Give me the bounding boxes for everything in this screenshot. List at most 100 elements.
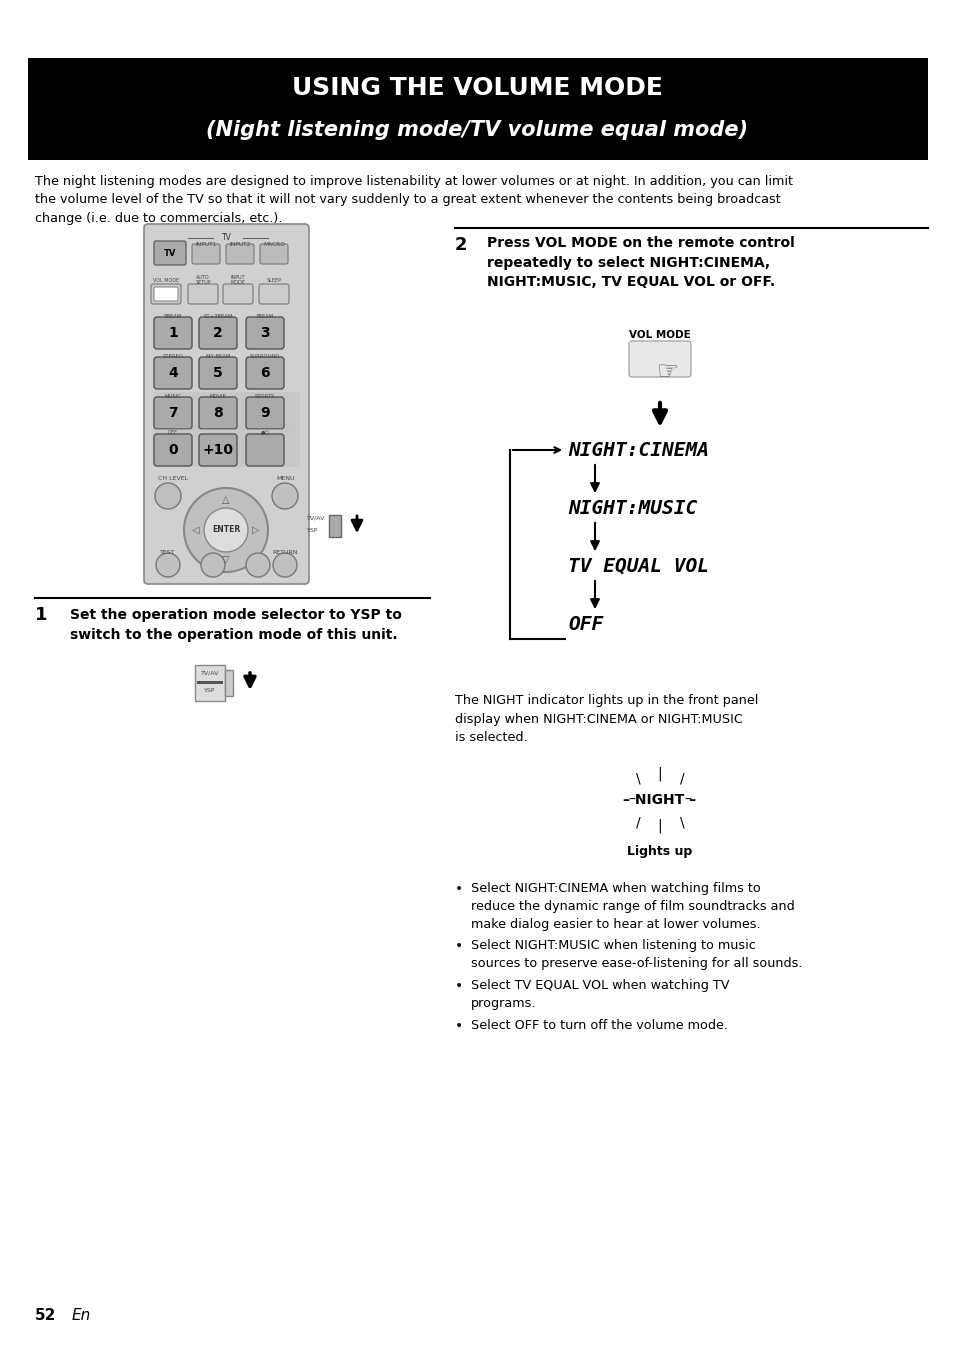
Text: USING THE VOLUME MODE: USING THE VOLUME MODE [292,75,661,100]
Text: Select NIGHT:MUSIC when listening to music
sources to preserve ease-of-listening: Select NIGHT:MUSIC when listening to mus… [471,940,801,971]
Text: 8: 8 [213,406,223,421]
Bar [152,429,299,466]
Text: –: – [628,793,635,807]
Bar [196,681,223,683]
Text: ☞: ☞ [656,360,679,384]
FancyBboxPatch shape [226,244,253,264]
FancyBboxPatch shape [151,284,181,305]
Text: TV: TV [221,233,232,243]
FancyBboxPatch shape [199,434,236,466]
Text: The NIGHT indicator lights up in the front panel
display when NIGHT:CINEMA or NI: The NIGHT indicator lights up in the fro… [455,694,758,744]
Text: TEST: TEST [160,550,175,554]
Text: TV EQUAL VOL: TV EQUAL VOL [567,557,708,576]
FancyBboxPatch shape [199,317,236,349]
Text: 6: 6 [260,367,270,380]
Text: 2: 2 [213,326,223,340]
Bar [194,665,225,701]
Text: |: | [657,767,661,782]
Text: 2: 2 [455,236,467,253]
Text: TV/AV: TV/AV [200,670,219,675]
Text: CH LEVEL: CH LEVEL [158,476,188,480]
Text: (Night listening mode/TV volume equal mode): (Night listening mode/TV volume equal mo… [206,120,747,140]
Bar [152,392,299,430]
Bar [28,58,927,160]
Text: SPORTS: SPORTS [254,394,274,399]
FancyBboxPatch shape [153,241,186,266]
Circle shape [156,553,180,577]
FancyBboxPatch shape [260,244,288,264]
Text: INPUT2: INPUT2 [229,241,251,247]
Text: NIGHT:CINEMA: NIGHT:CINEMA [567,441,708,460]
Circle shape [272,483,297,510]
Text: YSP: YSP [307,527,318,532]
Circle shape [154,483,181,510]
Text: 5BEAM: 5BEAM [164,314,182,318]
Text: Select NIGHT:CINEMA when watching films to
reduce the dynamic range of film soun: Select NIGHT:CINEMA when watching films … [471,882,794,931]
Text: Lights up: Lights up [627,845,692,859]
Text: Select TV EQUAL VOL when watching TV
programs.: Select TV EQUAL VOL when watching TV pro… [471,979,729,1010]
Text: +10: +10 [202,443,233,457]
Text: MOVIE: MOVIE [210,394,226,399]
Text: 1: 1 [35,607,48,624]
Text: TV/AV: TV/AV [307,515,325,520]
FancyBboxPatch shape [246,317,284,349]
FancyBboxPatch shape [153,398,192,429]
Circle shape [201,553,225,577]
Text: 52: 52 [35,1308,56,1322]
Text: NIGHT:MUSIC: NIGHT:MUSIC [567,499,697,518]
Text: INPUT
MODE: INPUT MODE [231,275,245,286]
Text: MY BEAM: MY BEAM [206,353,230,359]
Text: ENTER: ENTER [212,526,240,535]
Bar [225,670,233,696]
Text: VOL MODE: VOL MODE [628,330,690,340]
FancyBboxPatch shape [246,434,284,466]
Text: MUSIC: MUSIC [164,394,181,399]
Text: 9: 9 [260,406,270,421]
Text: 3: 3 [260,326,270,340]
Text: MACRO: MACRO [263,241,285,247]
Text: Select OFF to turn off the volume mode.: Select OFF to turn off the volume mode. [471,1019,727,1033]
Text: •: • [455,979,463,993]
FancyBboxPatch shape [246,357,284,390]
Text: SURROUND: SURROUND [250,353,280,359]
FancyBboxPatch shape [223,284,253,305]
Text: △: △ [222,495,230,506]
Text: MENU: MENU [276,476,294,480]
Text: •: • [455,882,463,896]
Text: ST+3BEAM: ST+3BEAM [203,314,233,318]
Circle shape [184,488,268,572]
Text: TV: TV [164,248,176,257]
Text: /: / [635,816,639,829]
Text: –: – [684,793,691,807]
Text: |: | [657,818,661,833]
Text: OFF: OFF [567,615,602,634]
Text: 7: 7 [168,406,177,421]
Text: OFF: OFF [168,430,178,435]
Text: STEREO: STEREO [162,353,183,359]
FancyBboxPatch shape [199,357,236,390]
Text: 5: 5 [213,367,223,380]
FancyBboxPatch shape [246,398,284,429]
FancyBboxPatch shape [188,284,218,305]
FancyBboxPatch shape [153,357,192,390]
Circle shape [246,553,270,577]
Text: 1: 1 [168,326,177,340]
Text: YSP: YSP [204,689,215,693]
Text: /: / [679,771,683,785]
FancyBboxPatch shape [144,224,309,584]
FancyBboxPatch shape [153,287,178,301]
Circle shape [273,553,296,577]
Text: 3BEAM: 3BEAM [255,314,274,318]
Text: The night listening modes are designed to improve listenability at lower volumes: The night listening modes are designed t… [35,175,792,225]
Text: Set the operation mode selector to YSP to
switch to the operation mode of this u: Set the operation mode selector to YSP t… [70,608,401,642]
Text: ▽: ▽ [222,555,230,565]
Text: Press VOL MODE on the remote control
repeatedly to select NIGHT:CINEMA,
NIGHT:MU: Press VOL MODE on the remote control rep… [486,236,794,288]
FancyBboxPatch shape [628,341,690,377]
Text: 0: 0 [168,443,177,457]
Text: ●○: ●○ [260,430,270,435]
Text: \: \ [679,816,683,829]
Text: •: • [455,1019,463,1033]
Text: VOL MODE: VOL MODE [152,278,179,283]
FancyBboxPatch shape [153,434,192,466]
Circle shape [204,508,248,551]
